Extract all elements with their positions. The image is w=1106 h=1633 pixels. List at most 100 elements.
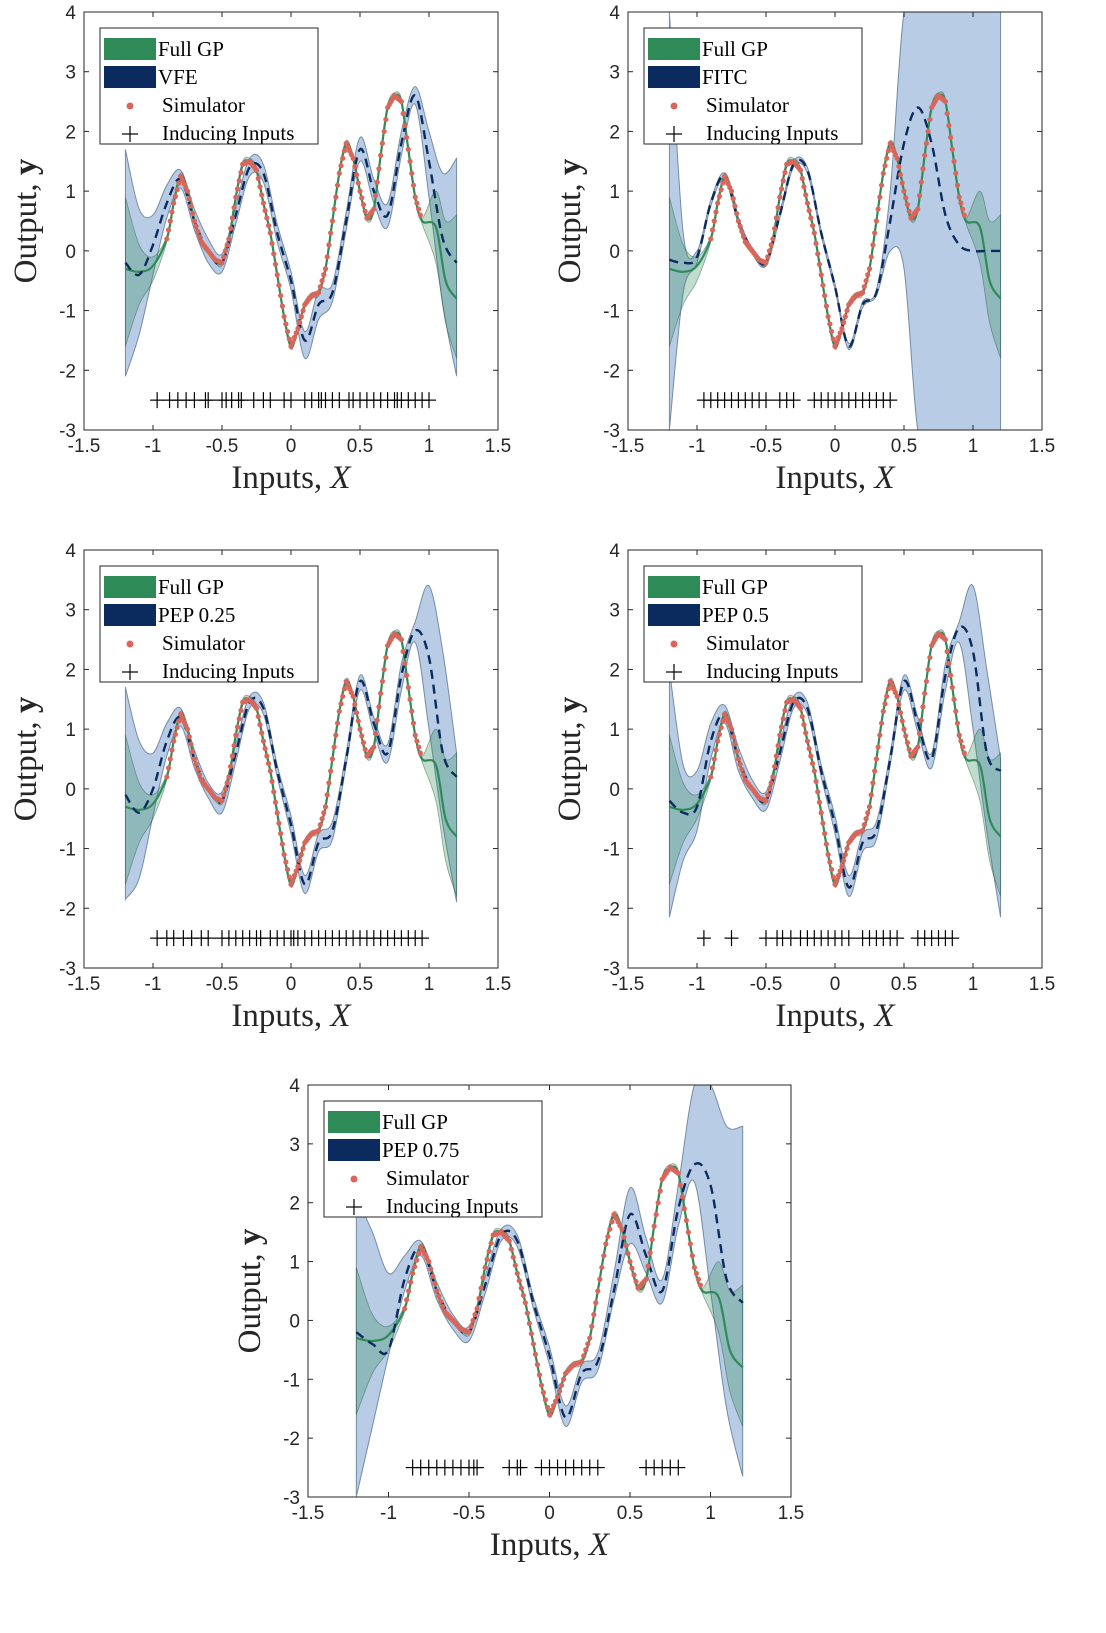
simulator-point: [550, 1403, 557, 1409]
approx-mean-line: [669, 106, 1001, 348]
simulator-point: [317, 284, 323, 290]
simulator-point: [316, 828, 322, 834]
simulator-point: [374, 717, 380, 723]
simulator-point: [171, 200, 177, 206]
simulator-point: [585, 1341, 591, 1347]
simulator-point: [653, 1211, 659, 1218]
simulator-point: [402, 1306, 408, 1312]
simulator-point: [880, 170, 886, 176]
simulator-point: [740, 772, 747, 778]
inducing-inputs: [150, 392, 436, 409]
y-axis-label: Output, y: [552, 696, 588, 821]
simulator-point: [739, 766, 745, 773]
simulator-point: [763, 260, 769, 266]
simulator-points: [164, 631, 423, 888]
simulator-point: [718, 725, 724, 731]
simulator-point: [468, 1323, 474, 1329]
simulator-point: [291, 872, 298, 879]
y-tick-label: -3: [603, 421, 620, 442]
simulator-point: [359, 733, 365, 739]
inducing-inputs: [696, 392, 898, 409]
legend: Full GP PEP 0.5 Simulator Inducing Inputs: [643, 565, 863, 683]
x-tick-label: -1.5: [612, 436, 645, 457]
simulator-point: [165, 765, 172, 771]
simulator-point: [195, 228, 201, 235]
simulator-point: [920, 166, 926, 172]
y-axis-label: Output, y: [8, 696, 44, 821]
simulator-point: [906, 746, 912, 752]
legend-swatch-full-gp: [648, 576, 700, 598]
simulator-point: [274, 272, 280, 278]
inducing-inputs: [405, 1459, 686, 1476]
simulator-point: [778, 186, 785, 192]
simulator-point: [316, 290, 322, 296]
simulator-point: [407, 696, 413, 702]
x-tick-label: 1: [968, 974, 979, 995]
x-tick-label: 0.5: [891, 974, 917, 995]
simulator-point: [884, 155, 890, 161]
legend-swatch-approx: [104, 66, 156, 88]
simulator-point: [510, 1254, 516, 1260]
simulator-point: [904, 739, 911, 746]
simulator-point: [506, 1238, 512, 1244]
simulator-point: [720, 180, 726, 186]
simulator-point: [728, 188, 735, 194]
simulator-point: [799, 175, 805, 182]
y-axis-label: Output, y: [8, 158, 44, 283]
simulator-point: [484, 1256, 490, 1262]
legend-label: Full GP: [158, 575, 224, 599]
x-tick-label: 1: [705, 1503, 716, 1524]
simulator-point: [272, 799, 279, 805]
x-tick-label: -1: [145, 974, 162, 995]
simulator-point: [482, 1264, 488, 1271]
simulator-point: [740, 234, 747, 240]
y-tick-label: -1: [59, 840, 76, 861]
simulator-points: [708, 631, 967, 888]
y-tick-label: -3: [59, 421, 76, 442]
simulator-point: [290, 877, 296, 883]
simulator-point: [844, 845, 850, 852]
x-tick-label: -1: [145, 436, 162, 457]
simulator-point: [171, 738, 177, 744]
simulator-point: [357, 726, 363, 732]
simulator-point: [317, 822, 323, 828]
simulator-point: [257, 184, 263, 190]
simulator-point: [877, 194, 883, 200]
y-tick-label: 2: [65, 660, 76, 681]
simulator-point: [780, 178, 786, 184]
simulator-point: [195, 766, 201, 773]
legend-label: Simulator: [162, 631, 245, 655]
simulator-point: [818, 272, 824, 278]
simulator-point: [579, 1359, 585, 1365]
simulator-point: [885, 686, 892, 692]
simulator-point: [689, 1253, 695, 1259]
simulator-point: [324, 792, 330, 798]
simulator-point: [184, 726, 191, 732]
simulator-point: [440, 1303, 446, 1310]
simulator-point: [841, 857, 847, 864]
simulator-point: [944, 648, 950, 655]
simulator-point: [334, 720, 341, 726]
simulator-point: [775, 742, 781, 749]
simulator-point: [219, 260, 225, 266]
simulator-point: [599, 1264, 605, 1271]
simulator-point: [191, 218, 197, 224]
simulator-point: [538, 1382, 545, 1388]
simulator-point: [542, 1397, 549, 1403]
simulator-point: [324, 254, 330, 260]
x-tick-label: -1: [380, 1503, 397, 1524]
simulator-point: [772, 763, 778, 770]
simulator-point: [649, 1236, 655, 1243]
simulator-point: [520, 1292, 526, 1299]
simulator-point: [259, 192, 265, 198]
y-tick-label: 4: [65, 3, 76, 24]
simulator-point: [228, 763, 234, 770]
simulator-point: [925, 666, 931, 673]
simulator-point: [328, 230, 334, 236]
simulator-point: [923, 140, 930, 146]
simulator-point: [281, 851, 287, 858]
simulator-point: [353, 710, 360, 716]
simulator-point: [806, 745, 812, 752]
simulator-point: [319, 278, 325, 284]
plot-area: [668, 584, 1002, 947]
